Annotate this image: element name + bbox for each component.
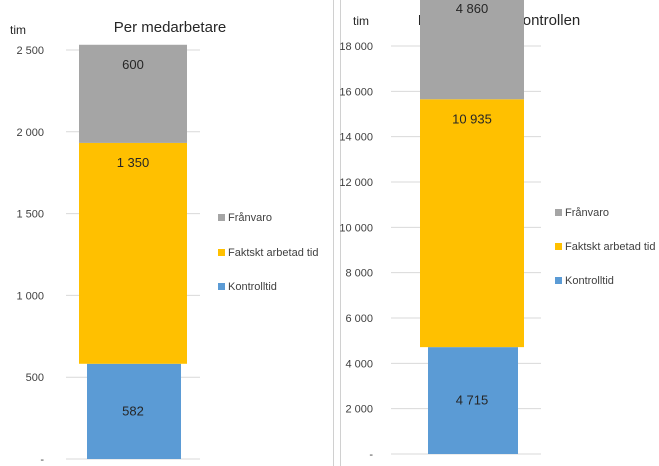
bar-segment-kontrolltid	[428, 347, 518, 454]
legend-entry: Faktskt arbetad tid	[228, 247, 319, 259]
data-label: 1 350	[117, 155, 150, 170]
bar-segment-faktskt-arbetad-tid	[79, 142, 187, 364]
chart-panel-per-medarbetare: tim Per medarbetare - 500 1 000 1 500 2 000 2…	[10, 0, 334, 466]
legend-swatch	[218, 249, 225, 256]
data-label: 4 715	[456, 393, 489, 408]
y-tick-label: 14 000	[339, 132, 373, 144]
y-tick-label: 12 000	[339, 177, 373, 189]
legend-swatch	[555, 209, 562, 216]
y-tick-label: 2 000	[16, 127, 44, 139]
y-tick-label: 10 000	[339, 222, 373, 234]
y-tick-label: 1 500	[16, 209, 44, 221]
unit-label: tim	[353, 14, 369, 28]
bar-segment-kontrolltid	[87, 363, 181, 459]
y-tick-label: 500	[26, 372, 44, 384]
data-label: 10 935	[452, 111, 492, 126]
y-tick-label: 4 000	[345, 358, 373, 370]
legend-swatch	[555, 243, 562, 250]
legend-swatch	[218, 283, 225, 290]
y-tick-label: 16 000	[339, 86, 373, 98]
data-label: 4 860	[456, 1, 489, 16]
chart-title: Per medarbetare	[114, 19, 227, 36]
y-tick-label: 18 000	[339, 41, 373, 53]
legend-entry: Kontrolltid	[228, 281, 277, 293]
legend-entry: Faktskt arbetad tid	[565, 241, 656, 253]
y-tick-label: 2 000	[345, 404, 373, 416]
data-label: 582	[122, 403, 144, 418]
y-tick-label: 2 500	[16, 45, 44, 57]
legend-entry: Kontrolltid	[565, 275, 614, 287]
y-tick-label: -	[40, 454, 44, 466]
legend-entry: Frånvaro	[565, 207, 609, 219]
unit-label: tim	[10, 23, 26, 37]
y-tick-label: 8 000	[345, 268, 373, 280]
panel-gap	[334, 0, 339, 466]
chart-per-medarbetare: tim Per medarbetare - 500 1 000 1 500 2 000 2…	[10, 19, 319, 466]
bar-segment-fr-nvaro	[420, 0, 524, 100]
y-tick-label: 6 000	[345, 313, 373, 325]
legend-entry: Frånvaro	[228, 212, 272, 224]
data-label: 600	[122, 57, 144, 72]
y-tick-label: -	[369, 449, 373, 461]
bar-segment-fr-nvaro	[79, 44, 187, 143]
bar-segment-faktskt-arbetad-tid	[420, 99, 524, 348]
legend-swatch	[555, 277, 562, 284]
legend-swatch	[218, 214, 225, 221]
y-tick-label: 1 000	[16, 290, 44, 302]
